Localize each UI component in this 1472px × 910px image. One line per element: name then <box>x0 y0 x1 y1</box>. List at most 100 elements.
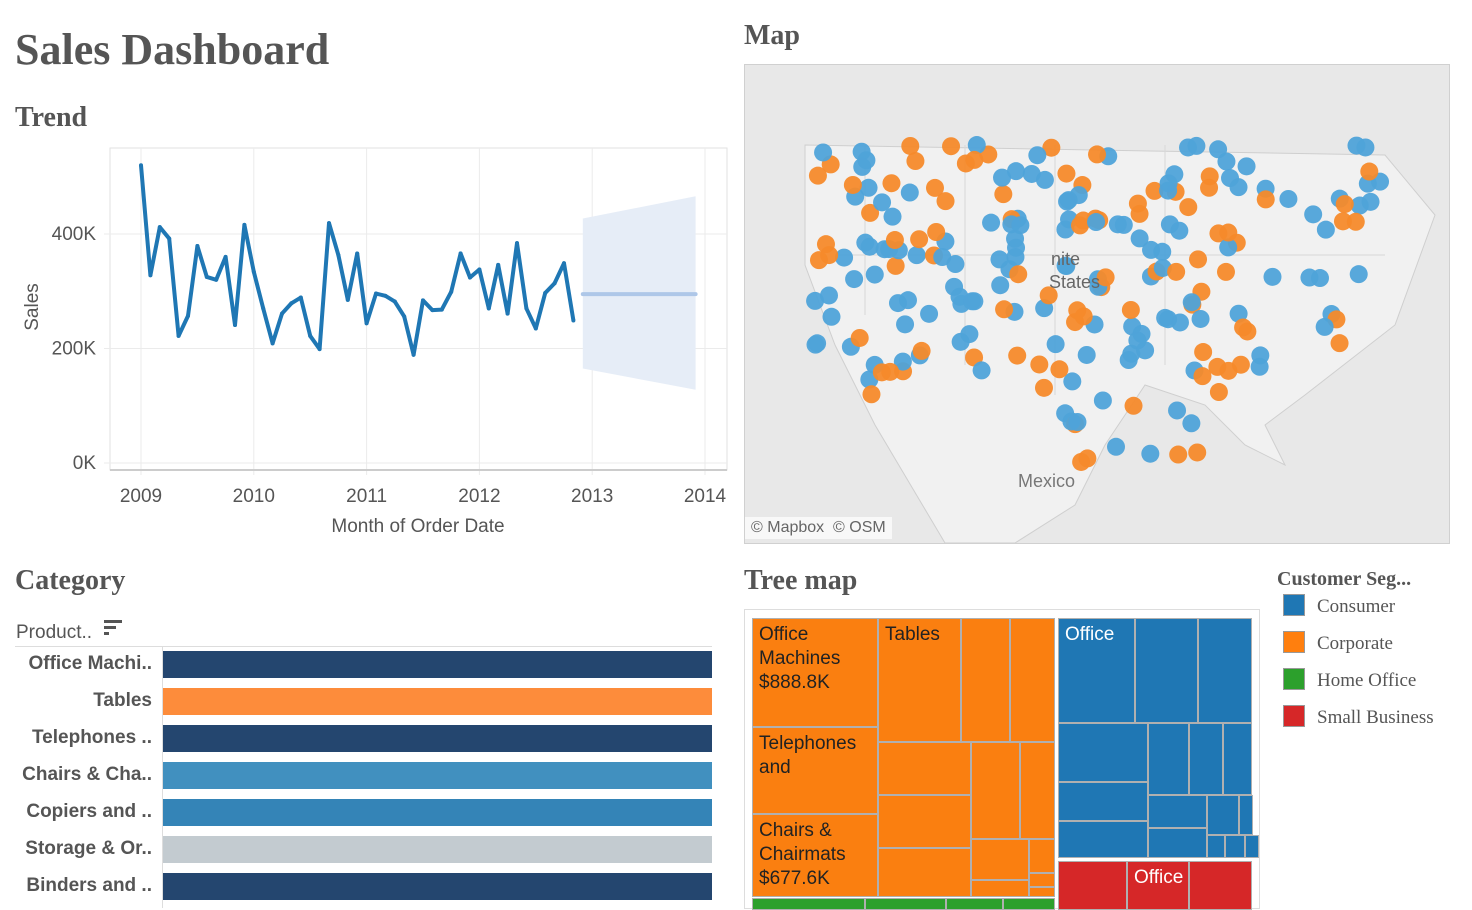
map-attribution[interactable]: © Mapbox © OSM <box>745 517 892 539</box>
store-marker[interactable] <box>1028 146 1047 165</box>
store-marker[interactable] <box>994 185 1013 204</box>
treemap-cell[interactable] <box>971 880 1029 897</box>
store-marker[interactable] <box>920 304 939 323</box>
osm-link[interactable]: © OSM <box>833 519 886 536</box>
store-marker[interactable] <box>1219 361 1238 380</box>
store-marker[interactable] <box>1216 262 1235 281</box>
store-marker[interactable] <box>882 174 901 193</box>
store-marker[interactable] <box>1304 205 1323 224</box>
store-marker[interactable] <box>1168 401 1187 420</box>
store-marker[interactable] <box>1238 322 1257 341</box>
store-marker[interactable] <box>960 325 979 344</box>
store-marker[interactable] <box>1335 195 1354 214</box>
treemap-cell[interactable] <box>1223 723 1252 795</box>
store-marker[interactable] <box>1209 140 1228 159</box>
store-marker[interactable] <box>1361 192 1380 211</box>
store-marker[interactable] <box>1169 445 1188 464</box>
category-label[interactable]: Binders and .. <box>26 875 152 896</box>
store-marker[interactable] <box>1057 257 1076 276</box>
store-marker[interactable] <box>865 265 884 284</box>
store-marker[interactable] <box>1058 192 1077 211</box>
store-marker[interactable] <box>1046 335 1065 354</box>
treemap-cell[interactable] <box>1058 861 1127 910</box>
store-marker[interactable] <box>1330 334 1349 353</box>
store-marker[interactable] <box>820 246 839 265</box>
store-marker[interactable] <box>991 276 1010 295</box>
store-marker[interactable] <box>1022 164 1041 183</box>
treemap-cell[interactable] <box>1029 839 1055 873</box>
store-marker[interactable] <box>1011 216 1030 235</box>
store-marker[interactable] <box>1034 378 1053 397</box>
store-marker[interactable] <box>1006 229 1025 248</box>
store-marker[interactable] <box>1121 300 1140 319</box>
treemap-cell[interactable] <box>971 839 1029 880</box>
store-marker[interactable] <box>860 237 879 256</box>
category-label[interactable]: Storage & Or.. <box>25 838 152 859</box>
store-marker[interactable] <box>872 363 891 382</box>
treemap-cell[interactable] <box>971 742 1020 839</box>
store-marker[interactable] <box>1130 229 1149 248</box>
treemap-cell[interactable] <box>1239 795 1253 835</box>
treemap-cell[interactable] <box>1058 723 1148 782</box>
treemap-cell[interactable] <box>1003 898 1055 910</box>
store-marker[interactable] <box>1093 391 1112 410</box>
treemap-cell[interactable] <box>865 898 946 910</box>
store-marker[interactable] <box>1316 220 1335 239</box>
store-marker[interactable] <box>845 270 864 289</box>
store-marker[interactable] <box>843 175 862 194</box>
treemap-cell[interactable] <box>1010 618 1055 742</box>
store-marker[interactable] <box>1167 262 1186 281</box>
store-marker[interactable] <box>1070 216 1089 235</box>
store-marker[interactable] <box>1193 367 1212 386</box>
treemap-cell[interactable] <box>1135 618 1198 723</box>
store-marker[interactable] <box>1346 212 1365 231</box>
store-marker[interactable] <box>1179 198 1198 217</box>
store-marker[interactable] <box>1107 437 1126 456</box>
store-marker[interactable] <box>972 361 991 380</box>
store-marker[interactable] <box>925 178 944 197</box>
category-bar[interactable] <box>163 688 712 715</box>
store-marker[interactable] <box>819 286 838 305</box>
category-bar[interactable] <box>163 836 712 863</box>
treemap-cell[interactable] <box>1029 887 1055 897</box>
store-marker[interactable] <box>982 213 1001 232</box>
store-marker[interactable] <box>1096 268 1115 287</box>
store-marker[interactable] <box>1056 220 1075 239</box>
mapbox-link[interactable]: © Mapbox <box>751 519 825 536</box>
category-label[interactable]: Telephones .. <box>31 727 152 748</box>
trend-chart[interactable]: 2009 2010 2011 2012 2013 2014 0K 200K 400K Month … <box>0 140 740 550</box>
store-marker[interactable] <box>1068 413 1087 432</box>
treemap-cell[interactable] <box>1189 723 1223 795</box>
store-marker[interactable] <box>1256 190 1275 209</box>
category-label[interactable]: Office Machi.. <box>28 653 152 674</box>
store-marker[interactable] <box>893 352 912 371</box>
treemap-cell[interactable] <box>752 898 865 910</box>
store-marker[interactable] <box>808 166 827 185</box>
store-marker[interactable] <box>1250 357 1269 376</box>
store-marker[interactable] <box>1114 215 1133 234</box>
store-marker[interactable] <box>936 192 955 211</box>
category-label[interactable]: Chairs & Cha.. <box>22 764 152 785</box>
store-marker[interactable] <box>859 178 878 197</box>
category-bar[interactable] <box>163 873 712 900</box>
treemap-cell[interactable] <box>1058 782 1148 821</box>
category-label[interactable]: Copiers and .. <box>26 801 152 822</box>
treemap-cell[interactable] <box>1020 742 1055 839</box>
store-marker[interactable] <box>898 291 917 310</box>
store-marker[interactable] <box>850 328 869 347</box>
treemap-cell[interactable] <box>878 742 971 795</box>
category-label[interactable]: Tables <box>93 690 152 711</box>
store-marker[interactable] <box>1124 396 1143 415</box>
store-marker[interactable] <box>965 150 984 169</box>
treemap-cell[interactable] <box>1207 795 1239 835</box>
store-marker[interactable] <box>861 203 880 222</box>
store-marker[interactable] <box>1349 265 1368 284</box>
treemap-cell[interactable]: Tables <box>878 618 961 742</box>
treemap-cell[interactable] <box>1029 873 1055 887</box>
store-marker[interactable] <box>1209 383 1228 402</box>
store-marker[interactable] <box>1159 310 1178 329</box>
treemap-cell[interactable] <box>1198 618 1252 723</box>
treemap-cell[interactable] <box>1245 835 1259 858</box>
store-marker[interactable] <box>1128 194 1147 213</box>
category-bar[interactable] <box>163 799 712 826</box>
